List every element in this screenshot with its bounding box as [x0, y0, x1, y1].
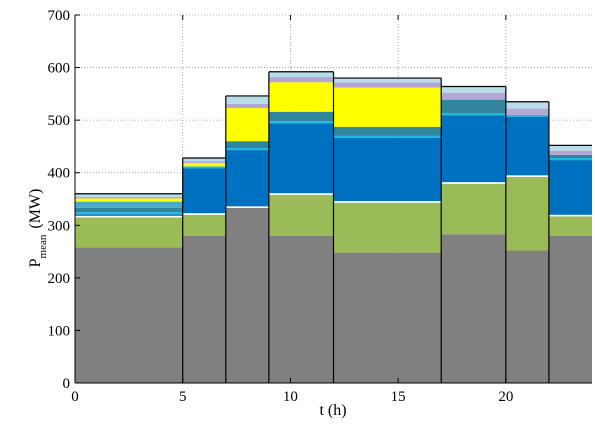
bar-segment-2-series-7 — [225, 108, 269, 142]
bar-segment-1-series-7 — [182, 163, 226, 167]
bar-segment-3-series-7 — [268, 82, 334, 112]
bar-segment-0-series-5 — [75, 207, 183, 213]
bar-segment-2-series-2 — [225, 206, 269, 208]
y-axis-label-unit: (MW) — [27, 189, 44, 229]
bar-segment-5-series-5 — [441, 99, 506, 114]
bar-segment-1-series-3 — [182, 168, 226, 214]
bar-segment-5-series-0 — [441, 234, 506, 383]
y-tick-label-100: 100 — [48, 323, 71, 339]
bar-segment-0-series-11 — [75, 193, 183, 197]
bar-segment-5-series-4 — [441, 113, 506, 116]
bar-segment-2-series-3 — [225, 150, 269, 207]
y-tick-label-0: 0 — [63, 376, 71, 392]
bar-segment-4-series-4 — [333, 135, 442, 139]
bar-segment-6-series-1 — [505, 176, 549, 251]
bar-segment-6-series-0 — [505, 250, 549, 383]
bar-segment-6-series-11 — [505, 101, 549, 109]
bar-segment-4-series-2 — [333, 201, 442, 203]
bar-segment-6-series-4 — [505, 114, 549, 117]
bar-segment-4-series-1 — [333, 202, 442, 253]
svg-text:Pmean(MW): Pmean (MW) — [27, 189, 49, 268]
x-axis-label: t (h) — [319, 402, 346, 419]
bar-segment-4-series-9 — [333, 82, 442, 88]
bar-segment-2-series-5 — [225, 141, 269, 149]
bar-segment-3-series-0 — [268, 235, 334, 383]
bar-segment-0-series-1 — [75, 217, 183, 248]
bar-segment-7-series-1 — [548, 216, 592, 236]
bar-segment-3-series-3 — [268, 123, 334, 194]
bar-segment-7-series-11 — [548, 145, 592, 151]
y-axis-label-sub: mean — [37, 234, 49, 258]
bar-segment-0-series-7 — [75, 198, 183, 202]
bar-segment-4-series-7 — [333, 87, 442, 127]
bar-segment-7-series-9 — [548, 150, 592, 155]
bar-segment-3-series-4 — [268, 121, 334, 124]
bar-segment-1-series-11 — [182, 157, 226, 162]
x-tick-label-5: 5 — [179, 389, 187, 405]
bar-segment-0-series-3 — [75, 214, 183, 216]
bar-segment-3-series-9 — [268, 77, 334, 83]
bar-segment-0-series-6 — [75, 201, 183, 208]
bar-segment-3-series-11 — [268, 71, 334, 78]
bar-segment-1-series-0 — [182, 235, 226, 383]
bar-segment-4-series-0 — [333, 252, 442, 383]
bar-segment-3-series-1 — [268, 194, 334, 236]
x-tick-label-0: 0 — [71, 389, 79, 405]
y-axis-label: Pmean (MW) — [27, 189, 49, 268]
bar-segment-5-series-11 — [441, 86, 506, 93]
x-tick-label-15: 15 — [391, 389, 406, 405]
bar-segment-4-series-5 — [333, 126, 442, 136]
bar-segment-7-series-5 — [548, 154, 592, 158]
bar-segment-7-series-0 — [548, 235, 592, 383]
bar-segment-1-series-9 — [182, 161, 226, 164]
bar-segment-1-series-2 — [182, 213, 226, 215]
x-tick-label-20: 20 — [498, 389, 513, 405]
bar-segment-2-series-4 — [225, 148, 269, 151]
bar-segment-5-series-3 — [441, 115, 506, 183]
y-tick-label-700: 700 — [48, 8, 71, 24]
plot-area — [74, 14, 592, 384]
bar-segment-1-series-1 — [182, 214, 226, 236]
bar-segment-2-series-9 — [225, 103, 269, 109]
y-tick-label-600: 600 — [48, 61, 71, 77]
bar-segment-7-series-3 — [548, 160, 592, 215]
bar-segment-0-series-9 — [75, 196, 183, 199]
bar-segment-0-series-4 — [75, 212, 183, 215]
bar-segment-5-series-1 — [441, 183, 506, 235]
bar-segment-2-series-11 — [225, 95, 269, 104]
bar-segment-3-series-5 — [268, 111, 334, 122]
bar-segment-6-series-3 — [505, 116, 549, 176]
y-tick-label-500: 500 — [48, 113, 71, 129]
bar-segment-3-series-2 — [268, 193, 334, 195]
bar-segment-7-series-2 — [548, 214, 592, 217]
bar-segment-7-series-4 — [548, 157, 592, 161]
bar-segment-2-series-0 — [225, 207, 269, 383]
y-tick-label-300: 300 — [48, 218, 71, 234]
bar-segment-4-series-11 — [333, 78, 442, 83]
bar-segment-1-series-4 — [182, 166, 226, 169]
bar-segment-0-series-0 — [75, 247, 183, 383]
bar-segment-5-series-2 — [441, 182, 506, 184]
y-tick-label-200: 200 — [48, 271, 71, 287]
bar-segment-6-series-9 — [505, 108, 549, 115]
y-axis-label-main: P — [27, 258, 44, 267]
bar-segment-0-series-2 — [75, 215, 183, 218]
bar-segment-5-series-9 — [441, 92, 506, 100]
y-tick-label-400: 400 — [48, 166, 71, 182]
bar-segment-6-series-2 — [505, 175, 549, 177]
x-tick-label-10: 10 — [283, 389, 298, 405]
bar-segment-4-series-3 — [333, 138, 442, 202]
